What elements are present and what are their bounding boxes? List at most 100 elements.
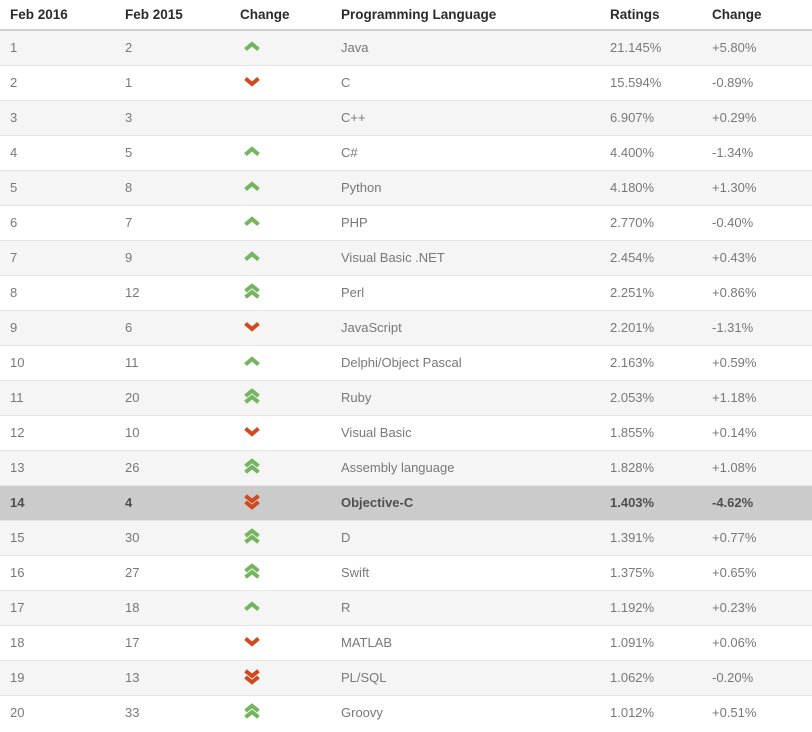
movement-cell [230,590,331,625]
movement-cell [230,275,331,310]
movement-cell [230,135,331,170]
rank-current-cell: 6 [10,215,18,230]
ratings-cell: 2.454% [610,250,655,265]
rank-previous-cell: 7 [125,215,133,230]
chevron-up-icon [243,251,261,262]
chevron-up-icon [243,146,261,157]
table-row[interactable]: 12 10 Visual Basic 1.855% +0.14% [0,415,812,450]
double-chevron-down-icon [243,493,261,510]
chevron-up-icon [243,601,261,612]
change-percent-cell: -4.62% [712,495,754,510]
change-percent-cell: -1.34% [712,145,754,160]
table-row[interactable]: 15 30 D 1.391% +0.77% [0,520,812,555]
ratings-cell: 21.145% [610,40,662,56]
rank-current-cell: 11 [10,390,24,405]
rank-previous-cell: 2 [125,40,133,56]
double-chevron-up-icon [243,562,261,580]
rank-previous-cell: 26 [125,460,140,475]
movement-cell [230,380,331,415]
chevron-down-icon [243,636,261,647]
rank-current-cell: 7 [10,250,18,265]
change-percent-cell: +1.18% [712,390,757,405]
rank-previous-cell: 8 [125,180,133,195]
chevron-up-icon [243,181,261,192]
ratings-cell: 1.403% [610,495,655,510]
rank-current-cell: 2 [10,75,18,90]
table-row[interactable]: 19 13 PL/SQL 1.062% -0.20% [0,660,812,695]
rank-current-cell: 10 [10,355,25,370]
ratings-cell: 2.201% [610,320,655,335]
rank-current-cell: 18 [10,635,25,650]
ratings-cell: 2.770% [610,215,655,230]
ratings-cell: 1.012% [610,705,655,721]
movement-cell [230,30,331,65]
rank-current-cell: 19 [10,670,25,685]
table-row[interactable]: 11 20 Ruby 2.053% +1.18% [0,380,812,415]
ratings-cell: 1.855% [610,425,655,440]
language-name-cell: Assembly language [341,460,455,475]
ratings-cell: 1.375% [610,565,655,580]
change-percent-cell: +5.80% [712,40,757,56]
language-name-cell: Visual Basic [341,425,412,440]
change-percent-cell: -1.31% [712,320,754,335]
language-name-cell: Ruby [341,390,372,405]
table-row[interactable]: 1 2 Java 21.145% +5.80% [0,30,812,65]
double-chevron-up-icon [243,702,261,720]
change-percent-cell: -0.40% [712,215,754,230]
header-row: Feb 2016 Feb 2015 Change Programming Lan… [0,0,812,31]
table-row[interactable]: 13 26 Assembly language 1.828% +1.08% [0,450,812,485]
table-row[interactable]: 14 4 Objective-C 1.403% -4.62% [0,485,812,520]
language-name-cell: C++ [341,110,366,125]
language-name-cell: C# [341,145,358,160]
ratings-cell: 4.400% [610,145,655,160]
movement-cell [230,660,331,695]
rank-previous-cell: 11 [125,355,139,370]
table-row[interactable]: 6 7 PHP 2.770% -0.40% [0,205,812,240]
ratings-cell: 2.251% [610,285,655,300]
language-name-cell: Objective-C [341,495,414,510]
change-percent-cell: +0.06% [712,635,757,650]
ratings-cell: 1.828% [610,460,655,475]
col-header-movement: Change [230,0,331,31]
rank-current-cell: 12 [10,425,25,440]
change-percent-cell: -0.20% [712,670,754,685]
movement-cell [230,555,331,590]
language-name-cell: Java [341,40,369,56]
change-percent-cell: +0.14% [712,425,757,440]
table-body: 1 2 Java 21.145% +5.80% 2 1 C 15.594% -0.89% 3 3 C++… [0,30,812,730]
change-percent-cell: -0.89% [712,75,754,90]
movement-cell [230,520,331,555]
double-chevron-up-icon [243,527,261,545]
movement-cell [230,205,331,240]
ratings-cell: 1.091% [610,635,655,650]
table-row[interactable]: 4 5 C# 4.400% -1.34% [0,135,812,170]
movement-cell [230,65,331,100]
col-header-ratings: Ratings [600,0,702,31]
change-percent-cell: +0.51% [712,705,757,721]
ratings-cell: 1.391% [610,530,655,545]
table-row[interactable]: 17 18 R 1.192% +0.23% [0,590,812,625]
change-percent-cell: +0.77% [712,530,757,545]
table-row[interactable]: 7 9 Visual Basic .NET 2.454% +0.43% [0,240,812,275]
movement-cell [230,310,331,345]
rank-previous-cell: 6 [125,320,133,335]
movement-cell [230,100,331,135]
double-chevron-down-icon [243,668,261,685]
table-row[interactable]: 3 3 C++ 6.907% +0.29% [0,100,812,135]
table-row[interactable]: 10 11 Delphi/Object Pascal 2.163% +0.59% [0,345,812,380]
table-row[interactable]: 20 33 Groovy 1.012% +0.51% [0,695,812,730]
chevron-down-icon [243,76,261,87]
rank-previous-cell: 9 [125,250,133,265]
table-row[interactable]: 16 27 Swift 1.375% +0.65% [0,555,812,590]
language-name-cell: Swift [341,565,370,580]
table-row[interactable]: 5 8 Python 4.180% +1.30% [0,170,812,205]
table-row[interactable]: 18 17 MATLAB 1.091% +0.06% [0,625,812,660]
table-row[interactable]: 9 6 JavaScript 2.201% -1.31% [0,310,812,345]
movement-cell [230,170,331,205]
table-row[interactable]: 8 12 Perl 2.251% +0.86% [0,275,812,310]
change-percent-cell: +0.23% [712,600,757,615]
col-header-feb-2015: Feb 2015 [115,0,230,31]
chevron-up-icon [243,216,261,227]
rank-previous-cell: 1 [125,75,133,90]
table-row[interactable]: 2 1 C 15.594% -0.89% [0,65,812,100]
